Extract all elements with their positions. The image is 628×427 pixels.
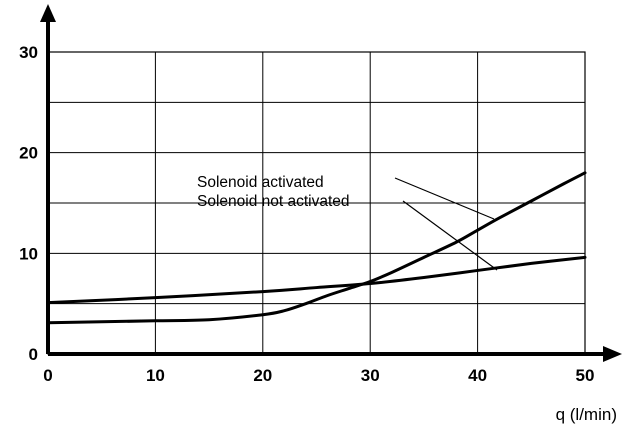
series-lines (46, 171, 587, 325)
series-line-solenoid-not-activated (46, 255, 587, 305)
x-tick-label: 10 (146, 366, 165, 385)
x-axis-arrowhead (603, 346, 622, 362)
annotation-leader-line (394, 177, 495, 220)
x-tick-label: 30 (361, 366, 380, 385)
x-tick-label: 50 (576, 366, 595, 385)
y-tick-label: 0 (29, 345, 38, 364)
axes (40, 4, 622, 362)
x-axis-label: q (l/min) (556, 405, 617, 424)
annotation-label: Solenoid activated (197, 174, 324, 191)
y-tick-label: 30 (19, 43, 38, 62)
x-tick-label: 20 (253, 366, 272, 385)
tick-labels: 0 10 20 30 40 50 0 10 20 30 (19, 43, 594, 385)
x-tick-label: 40 (468, 366, 487, 385)
x-tick-label: 0 (43, 366, 52, 385)
annotation-label: Solenoid not activated (197, 193, 350, 210)
annotation-leader-line (402, 200, 498, 271)
y-tick-label: 10 (19, 244, 38, 263)
y-axis-arrowhead (40, 4, 56, 22)
annotations: Solenoid activated Solenoid not activated (197, 174, 498, 271)
y-tick-label: 20 (19, 144, 38, 163)
